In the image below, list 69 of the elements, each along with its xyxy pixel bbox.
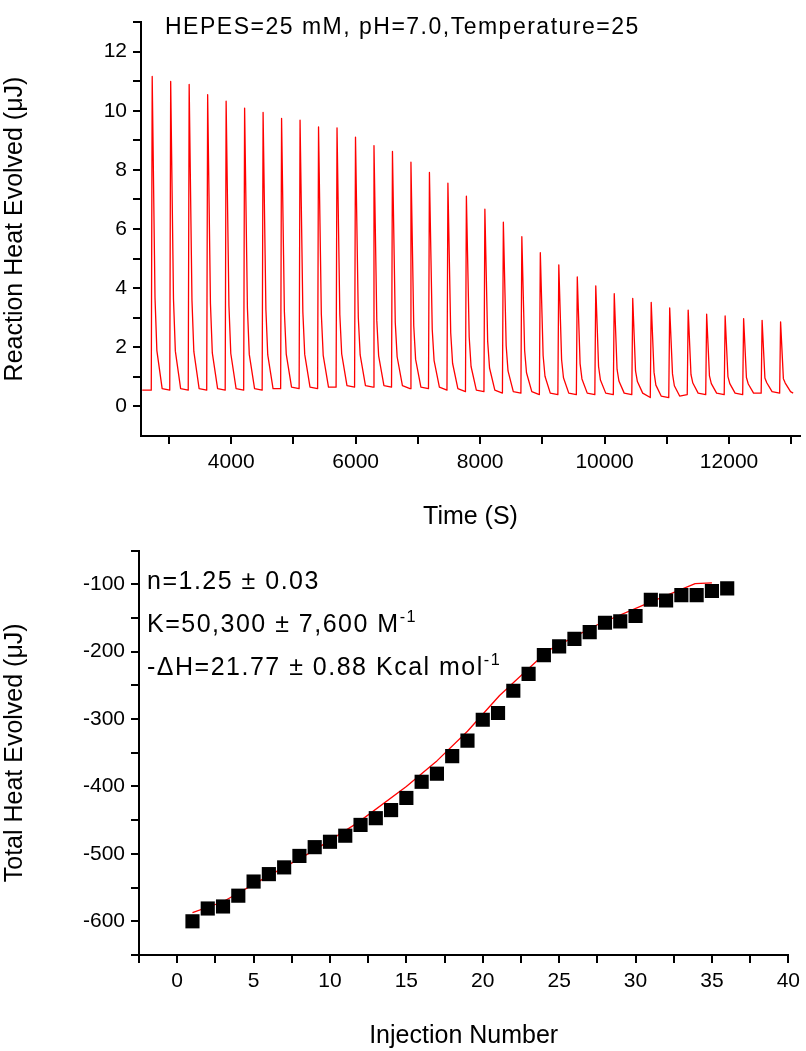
point	[384, 803, 399, 818]
x-tick-label: 12000	[699, 449, 759, 473]
x-tick-label: 0	[171, 968, 184, 992]
y-tick-label: -400	[82, 773, 125, 797]
point	[246, 874, 261, 889]
x-tick-label: 40	[776, 968, 800, 992]
x-tick-label: 35	[700, 968, 724, 992]
point	[490, 705, 506, 721]
y-tick-label: 4	[115, 274, 128, 298]
x-tick-label: 20	[471, 968, 495, 992]
point	[628, 608, 643, 624]
point	[200, 901, 215, 916]
x-tick-label: 6000	[332, 449, 380, 473]
point	[277, 860, 292, 875]
y-tick-label: -600	[82, 908, 125, 932]
annotation: n=1.25 ± 0.03	[147, 565, 320, 594]
point	[261, 867, 276, 882]
point	[322, 834, 338, 849]
point	[582, 625, 597, 640]
point	[475, 712, 490, 727]
point	[597, 615, 613, 630]
point	[506, 683, 521, 698]
x-tick-label: 10	[318, 968, 342, 992]
point	[674, 588, 689, 603]
point	[659, 593, 674, 608]
y-tick-label: 10	[103, 97, 127, 121]
y-tick-label: 8	[115, 156, 127, 180]
x-axis-title: Time (S)	[423, 500, 518, 529]
point	[643, 592, 658, 607]
point	[429, 766, 444, 781]
y-tick-label: -100	[82, 571, 125, 595]
point	[353, 817, 368, 832]
y-axis-title: Reaction Heat Evolved (μJ)	[0, 76, 27, 382]
point	[215, 899, 231, 914]
point	[460, 733, 475, 748]
y-tick-label: 0	[115, 393, 127, 417]
point	[567, 631, 582, 646]
y-tick-label: -300	[82, 705, 125, 729]
point	[307, 840, 322, 855]
y-tick-label: -500	[82, 840, 125, 864]
x-tick-label: 15	[394, 968, 419, 992]
point	[338, 828, 353, 843]
x-tick-label: 8000	[456, 449, 504, 473]
point	[368, 811, 383, 826]
y-tick-label: 12	[103, 38, 127, 62]
y-axis-title: Total Heat Evolved (μJ)	[0, 623, 27, 883]
x-axis-title: Injection Number	[369, 1019, 559, 1048]
point	[185, 914, 200, 929]
point	[613, 614, 628, 629]
x-tick-label: 4000	[207, 449, 255, 473]
y-tick-label: 2	[115, 334, 127, 358]
point	[414, 774, 429, 789]
point	[720, 581, 735, 596]
point	[292, 848, 307, 863]
point	[552, 639, 567, 654]
point	[399, 790, 414, 806]
y-tick-label: 6	[115, 215, 127, 239]
x-tick-label: 5	[247, 968, 260, 992]
point	[536, 648, 551, 663]
x-tick-label: 10000	[575, 449, 634, 473]
x-tick-label: 30	[623, 968, 648, 992]
point	[689, 588, 704, 603]
point	[231, 888, 246, 903]
point	[521, 666, 536, 682]
chart-title: HEPES=25 mM, pH=7.0,Temperature=25	[165, 13, 640, 39]
point	[704, 583, 719, 599]
y-tick-label: -200	[82, 638, 125, 662]
point	[445, 749, 460, 764]
x-tick-label: 25	[547, 968, 571, 992]
